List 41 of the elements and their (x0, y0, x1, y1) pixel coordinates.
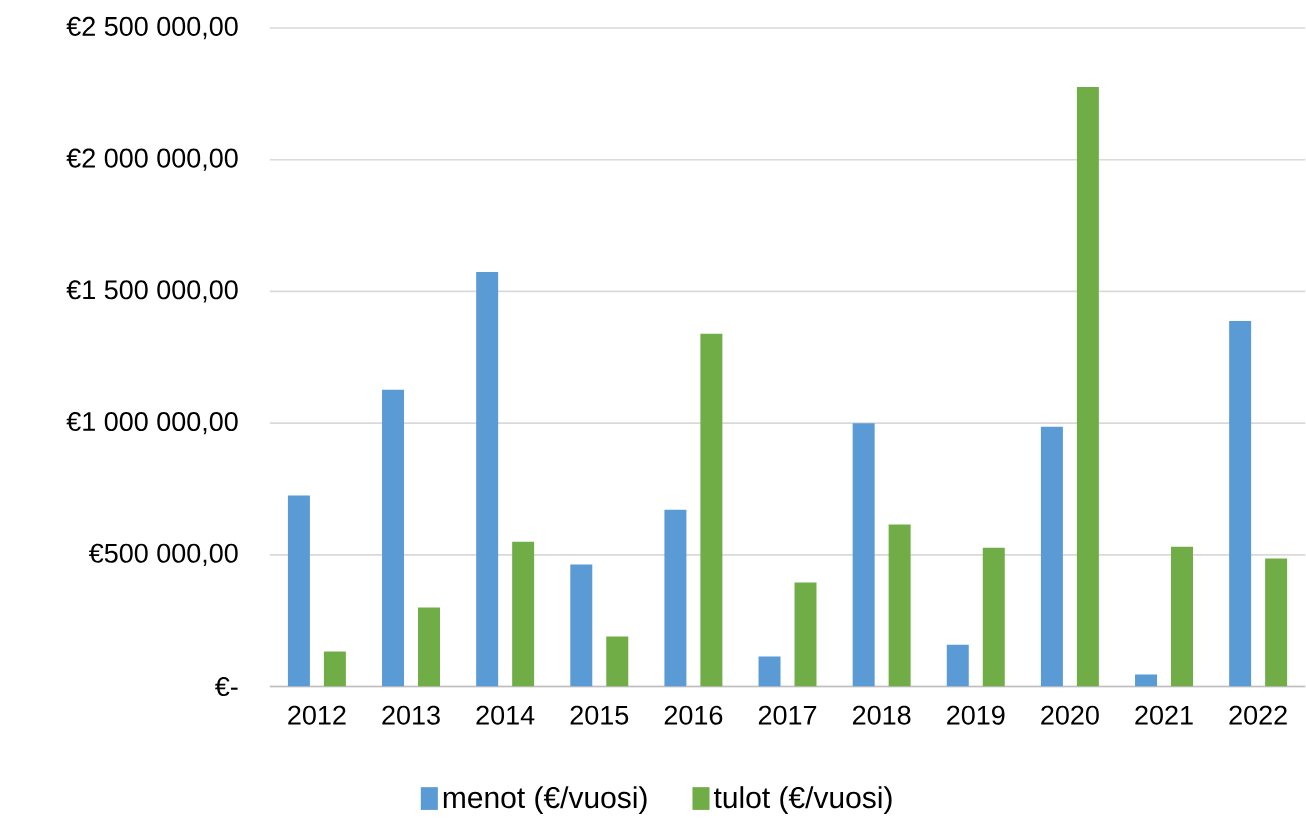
bar (570, 564, 593, 687)
x-tick-label: 2021 (1135, 705, 1193, 725)
bar (1229, 320, 1252, 687)
bar (1171, 546, 1193, 687)
bar (287, 495, 310, 687)
bar (512, 541, 535, 687)
bar (982, 547, 1005, 687)
y-tick-label: €2 500 000,00 (66, 16, 238, 39)
y-tick-label: €- (215, 676, 238, 696)
x-tick-label: 2016 (664, 705, 723, 725)
bar (888, 524, 911, 687)
x-tick-label: 2013 (382, 705, 440, 725)
x-tick-label: 2018 (852, 705, 911, 725)
bar (700, 333, 723, 687)
y-tick-label: €500 000,00 (88, 543, 238, 566)
bar (758, 656, 781, 687)
bar (664, 509, 687, 687)
x-tick-label: 2012 (288, 705, 346, 725)
bar (323, 651, 346, 687)
bar (852, 422, 875, 687)
legend-label: menot (€/vuosi) (443, 785, 647, 814)
bar (476, 271, 499, 687)
x-tick-label: 2020 (1041, 705, 1099, 725)
x-tick-label: 2017 (758, 705, 817, 725)
bar (946, 644, 969, 687)
legend-label: tulot (€/vuosi) (713, 785, 892, 814)
y-tick-label: €1 500 000,00 (66, 280, 238, 303)
x-tick-label: 2019 (947, 705, 1005, 725)
bar (1040, 426, 1063, 687)
y-tick-label: €2 000 000,00 (66, 148, 238, 171)
x-tick-label: 2015 (570, 705, 629, 725)
bar (1265, 558, 1288, 687)
bar (794, 582, 817, 687)
bar (1135, 674, 1158, 687)
y-tick-label: €1 000 000,00 (66, 411, 238, 435)
x-tick-label: 2022 (1229, 705, 1287, 725)
bar (606, 636, 629, 687)
bar (1076, 86, 1099, 687)
x-tick-label: 2014 (476, 705, 535, 725)
bar (418, 607, 441, 687)
bar (382, 389, 405, 687)
